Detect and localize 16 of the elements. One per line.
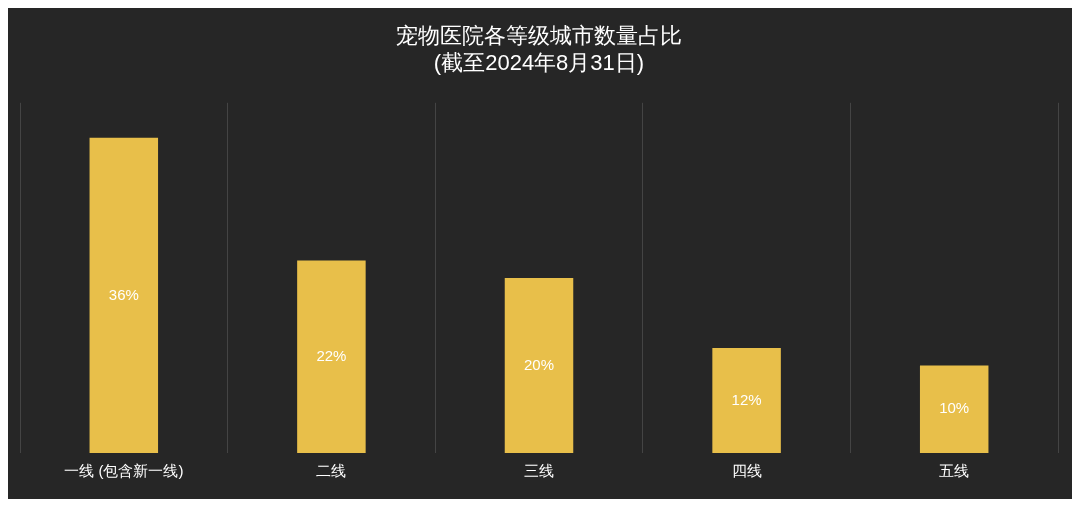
- x-tick-label: 一线 (包含新一线): [64, 462, 184, 480]
- data-label: 36%: [108, 285, 139, 303]
- x-tick-label: 三线: [524, 462, 554, 480]
- x-tick-label: 二线: [316, 462, 347, 480]
- bar: [504, 277, 574, 453]
- chart-title: 宠物医院各等级城市数量占比 (截至2024年8月31日): [396, 23, 682, 75]
- bar: [89, 137, 159, 453]
- data-label: 20%: [523, 355, 555, 373]
- bar: [712, 347, 781, 453]
- data-label: 12%: [731, 390, 762, 408]
- data-label: 10%: [939, 399, 970, 417]
- x-tick-label: 五线: [939, 462, 970, 480]
- bar: [919, 365, 989, 453]
- data-label: 22%: [316, 346, 347, 364]
- bar: [297, 260, 366, 453]
- x-tick-label: 四线: [731, 462, 762, 480]
